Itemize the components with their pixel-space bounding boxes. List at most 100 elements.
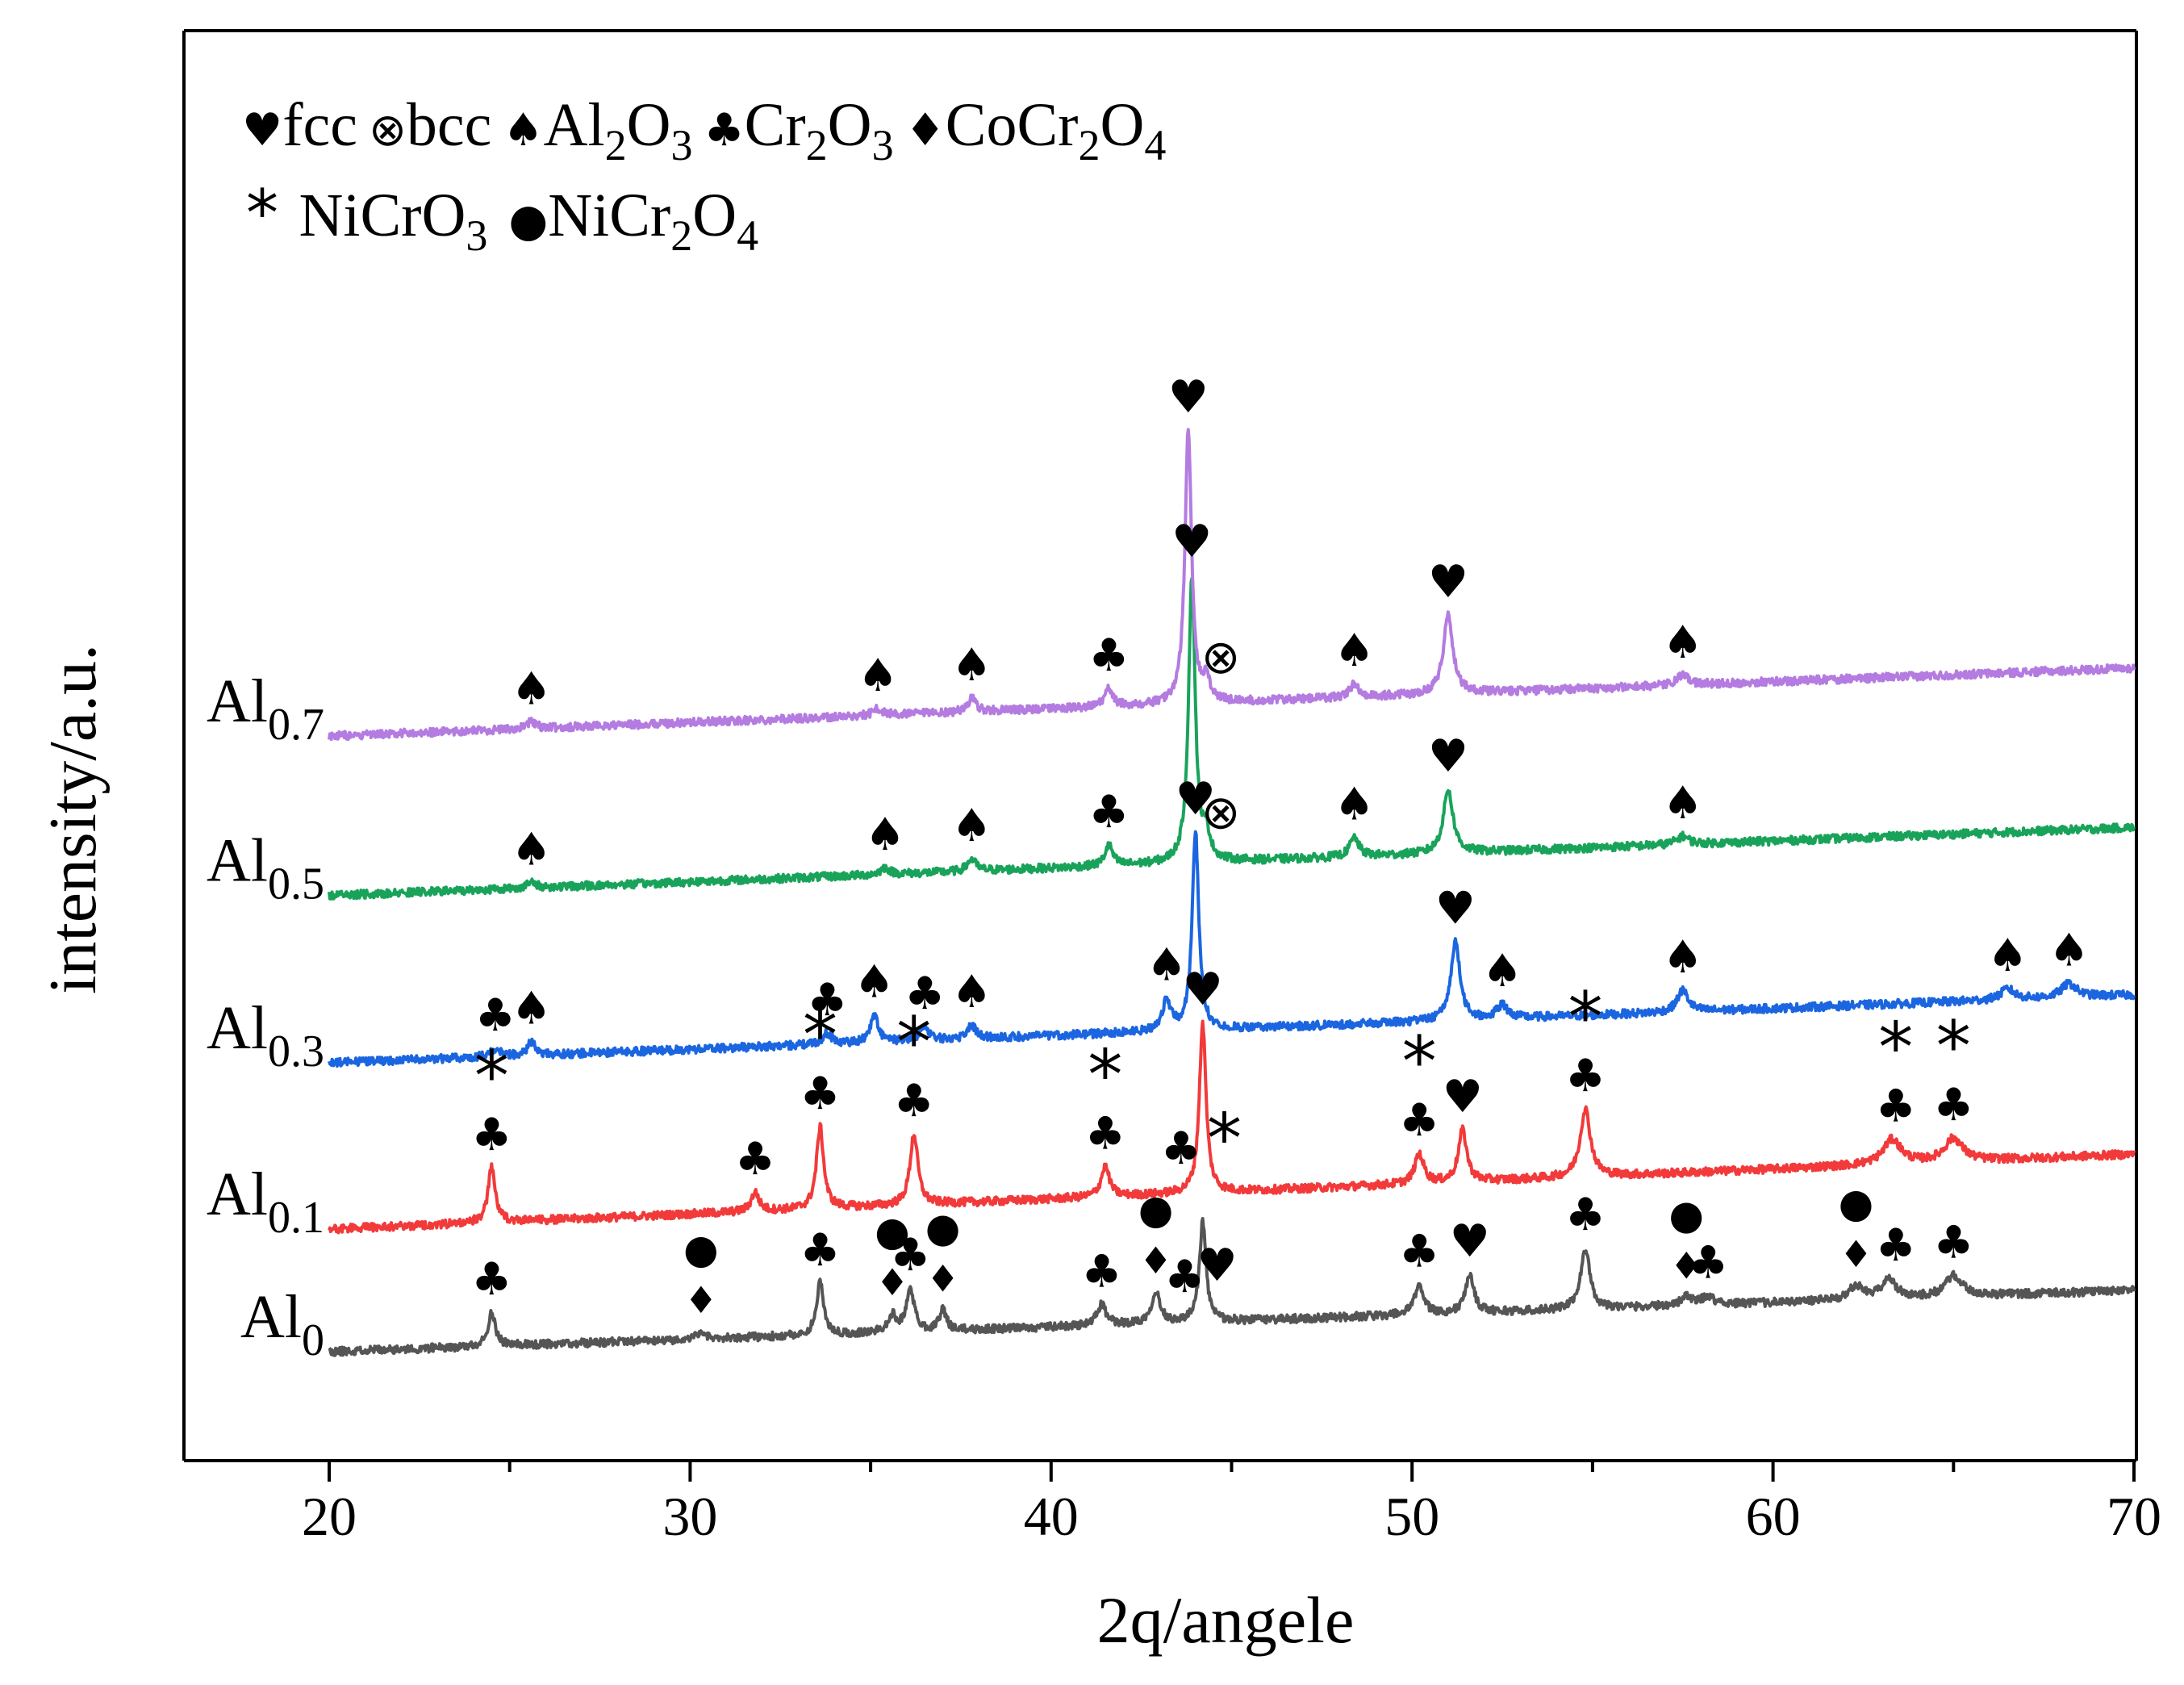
club-marker: ♣ — [1565, 1189, 1606, 1241]
dot-marker: ● — [875, 1208, 910, 1255]
spade-marker: ♠ — [1663, 931, 1703, 984]
asterisk-marker: * — [1936, 1006, 1971, 1087]
club-marker: ♣ — [471, 1109, 512, 1161]
dot-marker: ● — [1138, 1186, 1174, 1233]
x-tick-label: 70 — [2107, 1486, 2161, 1547]
x-axis-title: 2q/angele — [1097, 1583, 1355, 1657]
curves-layer — [328, 428, 2136, 1357]
diamond-marker: ♦ — [875, 1261, 908, 1304]
club-marker: ♣ — [1399, 1094, 1439, 1147]
asterisk-marker: * — [1568, 977, 1602, 1058]
asterisk-marker: * — [1207, 1098, 1242, 1179]
legend-item-otimes: ⊗bcc — [369, 91, 491, 159]
spade-marker: ♠ — [1482, 945, 1522, 997]
otimes-marker: ⊗ — [1201, 785, 1241, 840]
series-label: Al0.5 — [207, 827, 324, 909]
heart-marker: ♥ — [1183, 964, 1223, 1016]
diamond-marker: ♦ — [1839, 1232, 1873, 1276]
club-marker: ♣ — [904, 968, 945, 1020]
spade-marker: ♠ — [1663, 777, 1703, 830]
club-marker: ♣ — [1565, 1050, 1606, 1102]
club-marker: ♣ — [1085, 1108, 1125, 1160]
club-marker: ♣ — [800, 1224, 840, 1277]
spade-marker: ♠ — [1987, 930, 2027, 982]
spade-marker: ♠ — [511, 663, 551, 715]
spade-marker: ♠ — [1663, 617, 1703, 669]
spade-marker: ♠ — [858, 650, 898, 702]
legend-item-diamond: ♦CoCr2O4 — [905, 91, 1167, 169]
x-axis: 20 30 40 50 60 70 — [302, 1461, 2161, 1547]
dot-marker: ● — [1668, 1191, 1704, 1238]
legend: ♥fcc ⊗bcc ♠Al2O3 ♣Cr2O3 ♦CoCr2O4 * NiCrO3 ●NiC… — [242, 91, 1166, 260]
curve-Al0-3 — [328, 830, 2136, 1068]
x-tick-label: 20 — [302, 1486, 357, 1547]
club-marker: ♣ — [475, 989, 516, 1042]
spade-marker: ♠ — [1146, 939, 1187, 991]
asterisk-marker: * — [896, 1002, 931, 1083]
diamond-marker: ♦ — [1670, 1244, 1703, 1287]
club-marker: ♣ — [894, 1075, 934, 1127]
curve-Al0 — [328, 1217, 2136, 1357]
series-label: Al0.3 — [207, 994, 324, 1077]
legend-item-club: ♣Cr2O3 — [704, 91, 893, 169]
club-marker: ♣ — [800, 1068, 840, 1120]
spade-marker: ♠ — [854, 956, 894, 1009]
club-marker: ♣ — [807, 974, 847, 1026]
club-marker: ♣ — [735, 1133, 775, 1185]
club-marker: ♣ — [1164, 1251, 1205, 1303]
diamond-marker: ♦ — [1139, 1239, 1172, 1282]
diamond-marker: ♦ — [926, 1256, 959, 1300]
heart-marker: ♥ — [1168, 371, 1209, 424]
otimes-marker: ⊗ — [1201, 629, 1241, 684]
asterisk-marker: * — [1088, 1035, 1122, 1116]
spade-marker: ♠ — [511, 823, 551, 876]
club-marker: ♣ — [1876, 1080, 1916, 1132]
club-marker: ♣ — [1088, 786, 1129, 838]
spade-marker: ♠ — [2048, 925, 2089, 977]
asterisk-marker: * — [474, 1036, 509, 1117]
legend-item-heart: ♥fcc — [242, 91, 357, 159]
legend-item-asterisk: * NiCrO3 — [246, 176, 487, 260]
spade-marker: ♠ — [951, 966, 992, 1018]
series-labels-layer: Al0 Al0.1 Al0.3 Al0.5 Al0.7 — [207, 667, 324, 1365]
club-marker: ♣ — [1088, 629, 1129, 682]
heart-marker: ♥ — [1443, 1071, 1483, 1123]
asterisk-marker: * — [803, 995, 837, 1076]
dot-marker: ● — [683, 1226, 719, 1273]
club-marker: ♣ — [1081, 1246, 1121, 1298]
diamond-marker: ♦ — [684, 1278, 717, 1322]
club-marker: ♣ — [471, 1253, 512, 1306]
series-label: Al0 — [240, 1283, 324, 1365]
x-tick-label: 40 — [1024, 1486, 1079, 1547]
x-tick-label: 60 — [1746, 1486, 1801, 1547]
series-label: Al0.1 — [207, 1160, 324, 1243]
legend-item-spade: ♠Al2O3 — [503, 91, 692, 169]
x-tick-label: 30 — [662, 1486, 717, 1547]
curve-Al0-7 — [328, 428, 2136, 742]
heart-marker: ♥ — [1428, 556, 1468, 608]
spade-marker: ♠ — [511, 983, 551, 1035]
asterisk-marker: * — [1402, 1022, 1437, 1102]
heart-marker: ♥ — [1197, 1240, 1238, 1292]
peak-markers-layer: ♣●♦♣ ●♣●♦ ♦ ♣●♦♣♥ ♣ ♥♣ ●♦♣●♦ ♣ ♣*♣ ♣*♣*♣ *♣ ♣♥**♣ ♥*… — [471, 371, 2089, 1322]
curve-Al0-1 — [328, 1019, 2136, 1235]
club-marker: ♣ — [1933, 1079, 1973, 1131]
club-marker: ♣ — [1688, 1237, 1728, 1290]
club-marker: ♣ — [1161, 1123, 1201, 1175]
heart-marker: ♥ — [1428, 730, 1468, 783]
heart-marker: ♥ — [1435, 882, 1476, 934]
asterisk-marker: * — [1878, 1007, 1913, 1088]
spade-marker: ♠ — [951, 800, 992, 852]
curve-Al0-5 — [328, 577, 2136, 901]
heart-marker: ♥ — [1176, 773, 1216, 826]
club-marker: ♣ — [1933, 1217, 1973, 1269]
spade-marker: ♠ — [1334, 779, 1375, 831]
dot-marker: ● — [925, 1204, 961, 1251]
legend-item-dot: ●NiCr2O4 — [508, 182, 758, 260]
heart-marker: ♥ — [1171, 516, 1212, 568]
spade-marker: ♠ — [1334, 625, 1375, 677]
series-label: Al0.7 — [207, 667, 324, 750]
spade-marker: ♠ — [865, 809, 905, 861]
